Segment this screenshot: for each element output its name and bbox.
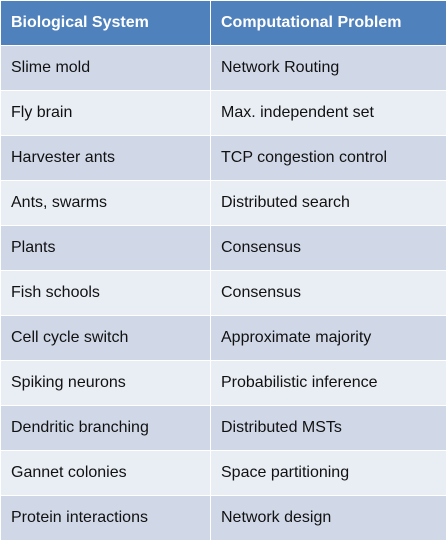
table-cell: Ants, swarms: [0, 180, 211, 226]
table-cell: Network Routing: [210, 45, 447, 91]
table-row: Fly brain Max. independent set: [0, 90, 447, 136]
table-row: Spiking neurons Probabilistic inference: [0, 360, 447, 406]
header-cell: Computational Problem: [210, 0, 447, 46]
table-cell: Approximate majority: [210, 315, 447, 361]
table-cell: Max. independent set: [210, 90, 447, 136]
header-cell: Biological System: [0, 0, 211, 46]
table-cell: Consensus: [210, 270, 447, 316]
table-cell: Probabilistic inference: [210, 360, 447, 406]
table-row: Slime mold Network Routing: [0, 45, 447, 91]
table-row: Protein interactions Network design: [0, 495, 447, 541]
table-cell: Distributed MSTs: [210, 405, 447, 451]
header-row: Biological System Computational Problem: [0, 0, 447, 46]
table-cell: Spiking neurons: [0, 360, 211, 406]
table-cell: Cell cycle switch: [0, 315, 211, 361]
table-cell: Consensus: [210, 225, 447, 271]
table-cell: Dendritic branching: [0, 405, 211, 451]
table-row: Plants Consensus: [0, 225, 447, 271]
table: Biological System Computational Problem S…: [0, 0, 447, 541]
table-cell: Slime mold: [0, 45, 211, 91]
table-cell: Fly brain: [0, 90, 211, 136]
table-cell: Plants: [0, 225, 211, 271]
table-row: Fish schools Consensus: [0, 270, 447, 316]
table-row: Cell cycle switch Approximate majority: [0, 315, 447, 361]
table-cell: Protein interactions: [0, 495, 211, 541]
table-cell: Distributed search: [210, 180, 447, 226]
table-row: Ants, swarms Distributed search: [0, 180, 447, 226]
table-row: Harvester ants TCP congestion control: [0, 135, 447, 181]
table-cell: Network design: [210, 495, 447, 541]
table-cell: TCP congestion control: [210, 135, 447, 181]
table-row: Gannet colonies Space partitioning: [0, 450, 447, 496]
table-cell: Gannet colonies: [0, 450, 211, 496]
table-row: Dendritic branching Distributed MSTs: [0, 405, 447, 451]
table-cell: Harvester ants: [0, 135, 211, 181]
table-cell: Fish schools: [0, 270, 211, 316]
table-cell: Space partitioning: [210, 450, 447, 496]
